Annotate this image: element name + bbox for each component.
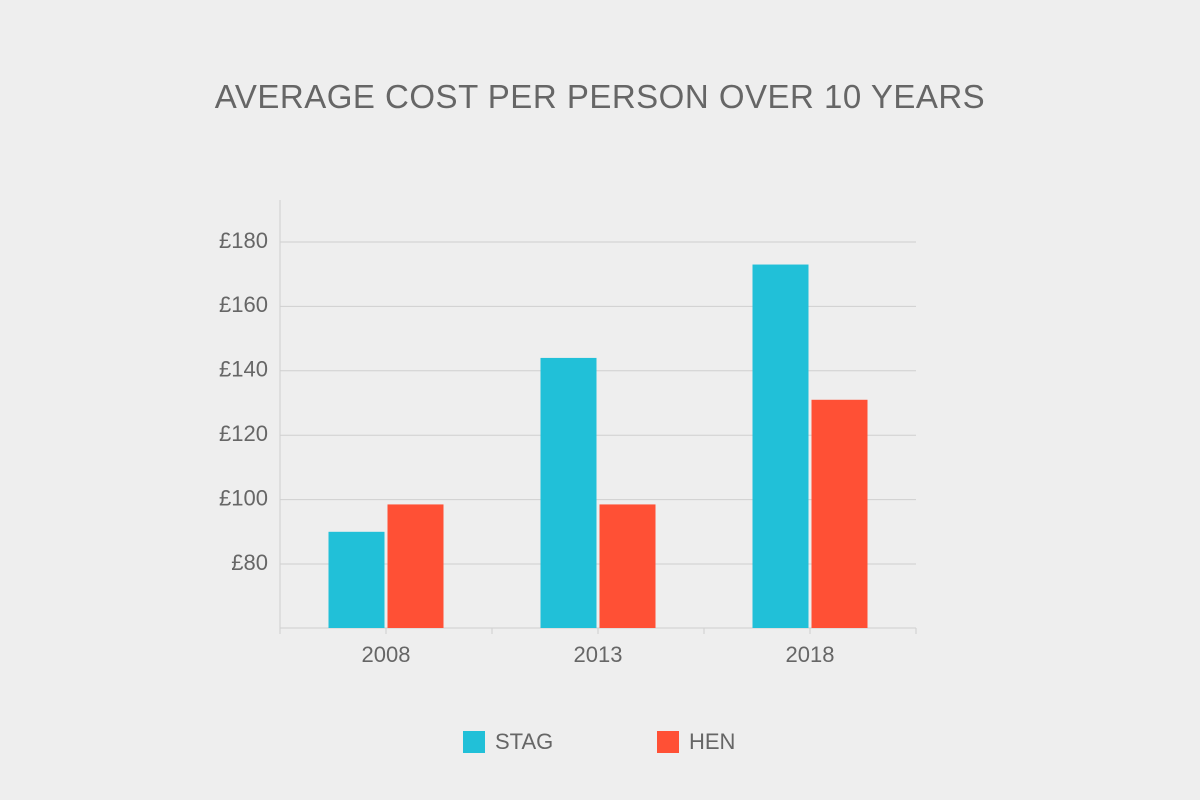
grid-lines (280, 241, 916, 565)
chart-title: AVERAGE COST PER PERSON OVER 10 YEARS (214, 78, 986, 115)
bar-hen-2013 (599, 504, 656, 628)
y-tick-label: £100 (219, 485, 268, 510)
y-tick-label: £80 (231, 550, 268, 575)
legend-label-hen: HEN (689, 729, 736, 754)
y-tick-labels: £80 £100 £120 £140 £160 £180 (219, 228, 268, 575)
x-tick-label: 2018 (786, 642, 835, 667)
y-tick-label: £120 (219, 421, 268, 446)
bar-stag-2008 (328, 531, 385, 628)
x-tick-label: 2008 (362, 642, 411, 667)
bar-hen-2008 (387, 504, 444, 628)
bar-stag-2013 (540, 357, 597, 628)
bar-stag-2018 (752, 264, 809, 628)
axes (279, 200, 917, 634)
legend-swatch-stag (463, 731, 485, 753)
y-tick-label: £140 (219, 357, 268, 382)
x-tick-labels: 2008 2013 2018 (362, 642, 835, 667)
legend: STAG HEN (0, 725, 1200, 759)
bars (328, 264, 868, 628)
x-tick-label: 2013 (574, 642, 623, 667)
legend-swatch-hen (657, 731, 679, 753)
legend-item-stag: STAG (463, 725, 553, 759)
legend-item-hen: HEN (657, 725, 735, 759)
bar-hen-2018 (811, 399, 868, 628)
y-tick-label: £160 (219, 292, 268, 317)
legend-label-stag: STAG (495, 729, 554, 754)
y-tick-label: £180 (219, 228, 268, 253)
